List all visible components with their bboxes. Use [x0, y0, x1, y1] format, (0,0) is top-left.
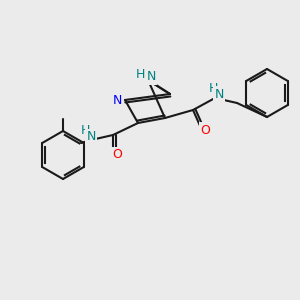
Text: O: O — [112, 148, 122, 161]
Text: N: N — [214, 88, 224, 100]
Text: H: H — [135, 68, 145, 82]
Text: N: N — [112, 94, 122, 106]
Text: O: O — [200, 124, 210, 136]
Text: N: N — [146, 70, 156, 83]
Text: H: H — [208, 82, 218, 94]
Text: N: N — [86, 130, 96, 143]
Text: H: H — [80, 124, 90, 137]
